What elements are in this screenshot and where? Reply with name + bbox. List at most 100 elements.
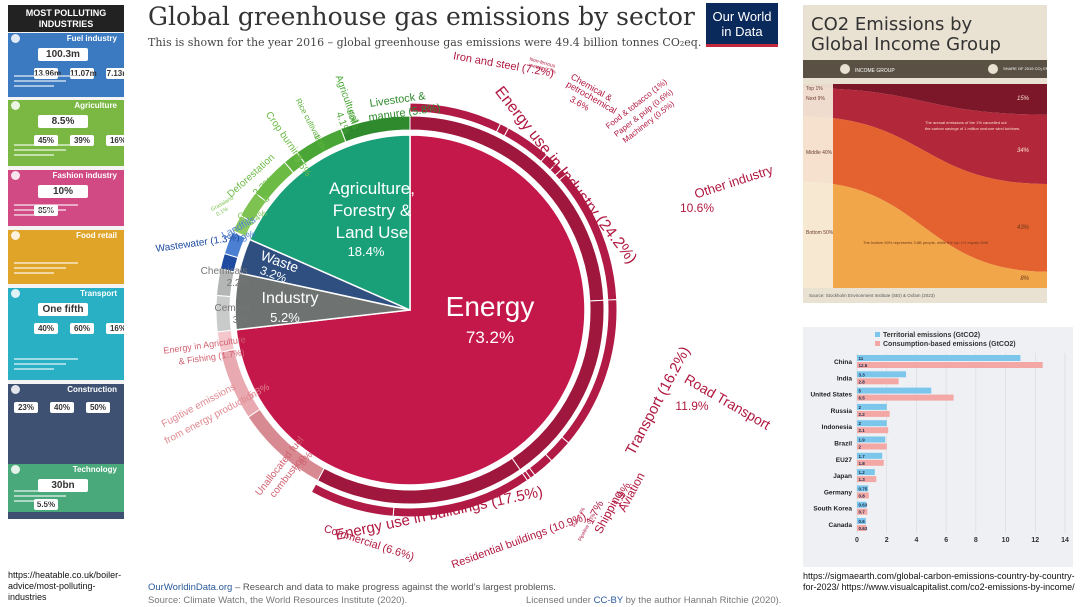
cc-by-link[interactable]: CC-BY [593, 595, 623, 606]
bar-consumption-eu27 [857, 459, 884, 466]
bar-value-label: 2.2 [859, 412, 866, 417]
income-band-middle-40 [803, 116, 1047, 272]
income-group-name: Top 1% [806, 86, 823, 92]
infographic-section-technology: Technology 30bn 5.5% [8, 464, 124, 512]
infographic-section-agriculture: Agriculture 8.5% 45% 39% 16% [8, 100, 124, 166]
text-line-placeholder [14, 363, 66, 365]
section-stat: 5.5% [34, 499, 58, 510]
income-share-value: 34% [1017, 148, 1030, 154]
bar-consumption-canada [857, 525, 867, 531]
bar-territorial-eu27 [857, 452, 883, 459]
footer-description: OurWorldinData.org – Research and data t… [148, 582, 556, 593]
section-stat: 50% [86, 402, 110, 413]
category-label-india: India [837, 375, 853, 382]
label-residential: Residential buildings (10.9%) [450, 511, 588, 571]
bar-consumption-russia [857, 410, 890, 417]
footer-license: Licensed under CC-BY by the author Hanna… [526, 595, 781, 606]
section-icon [11, 289, 20, 298]
bar-value-label: 0.75 [859, 486, 868, 491]
income-header-bar [803, 60, 1047, 78]
section-icon [11, 385, 20, 394]
section-icon [11, 465, 20, 474]
income-title-line1: CO2 Emissions by [811, 14, 973, 35]
section-icon [11, 171, 20, 180]
category-label-germany: Germany [824, 489, 853, 496]
infographic-section-food-retail: Food retail [8, 230, 124, 284]
left-source-link[interactable]: https://heatable.co.uk/boiler-advice/mos… [8, 570, 122, 602]
footer-desc: – Research and data to make progress aga… [232, 582, 556, 593]
chart-subtitle: This is shown for the year 2016 – global… [148, 36, 702, 49]
bar-value-label: 0.7 [859, 510, 866, 515]
income-band-next-9 [803, 88, 1047, 184]
chart-title: Global greenhouse gas emissions by secto… [148, 2, 695, 31]
bar-value-label: 2.8 [859, 379, 866, 384]
section-stat: 30bn [38, 479, 88, 492]
footer-site-link[interactable]: OurWorldinData.org [148, 582, 233, 593]
x-tick-label: 0 [855, 537, 859, 544]
section-icon [11, 34, 20, 43]
section-stat: 23% [14, 402, 38, 413]
label-cement-value: 3% [233, 315, 248, 326]
bar-value-label: 12.5 [859, 363, 868, 368]
owid-logo: Our World in Data [706, 3, 778, 47]
bar-territorial-india [857, 371, 907, 378]
bar-consumption-india [857, 378, 899, 385]
x-tick-label: 8 [974, 537, 978, 544]
text-line-placeholder [14, 80, 66, 82]
income-group-name: Next 9% [806, 96, 825, 102]
label-chemicals-value: 2.2% [227, 278, 250, 289]
infographic-title: MOST POLLUTING INDUSTRIES [8, 5, 124, 32]
bar-consumption-south-korea [857, 508, 868, 515]
income-note-top: The annual emissions of the 1% cancelled… [925, 120, 1007, 125]
bar-value-label: 0.63 [859, 503, 868, 508]
section-stat: 7.13m [106, 68, 124, 79]
bar-value-label: 1.7 [859, 454, 866, 459]
inner-label-agri-2: Forestry & [333, 201, 412, 220]
bar-value-label: 1.9 [859, 438, 866, 443]
income-header-right: SHARE OF 2019 CO₂ EMISSIONS [1003, 66, 1047, 71]
section-stat: 100.3m [38, 48, 88, 61]
section-stat: One fifth [38, 303, 88, 316]
bar-territorial-brazil [857, 436, 886, 443]
income-band-bottom-50 [803, 181, 1047, 288]
section-heading: Food retail [76, 231, 117, 240]
x-tick-label: 12 [1031, 537, 1039, 544]
section-icon [11, 231, 20, 240]
label-cement: Cement [214, 303, 249, 314]
category-label-brazil: Brazil [834, 441, 852, 448]
income-note-top-2: the carbon savings of 1 million onshore … [925, 126, 1020, 131]
bar-value-label: 5 [859, 389, 862, 394]
x-tick-label: 10 [1002, 537, 1010, 544]
income-share-value: 8% [1020, 276, 1029, 282]
right-source-links[interactable]: https://sigmaearth.com/global-carbon-emi… [803, 571, 1075, 592]
income-group-name: Middle 40% [806, 150, 833, 156]
bar-value-label: 11 [859, 356, 864, 361]
infographic-section-fuel-industry: Fuel industry 100.3m 13.96m 11.07m 7.13m [8, 33, 124, 97]
bar-value-label: 1.8 [859, 461, 866, 466]
label-other-industry: Other industry [692, 162, 775, 202]
bar-value-label: 2 [859, 421, 862, 426]
polluting-industries-infographic: MOST POLLUTING INDUSTRIES Fuel industry 1… [8, 5, 124, 519]
inner-label-agri-1: Agriculture, [329, 179, 415, 198]
text-line-placeholder [14, 272, 54, 274]
label-chemicals: Chemicals [201, 266, 248, 277]
income-footer-bar [803, 303, 1047, 317]
legend-label: Consumption-based emissions (GtCO2) [883, 341, 1016, 348]
text-line-placeholder [14, 209, 66, 211]
bar-value-label: 2 [859, 405, 862, 410]
bar-consumption-japan [857, 476, 877, 483]
section-stat: 40% [34, 323, 58, 334]
text-line-placeholder [14, 495, 66, 497]
text-line-placeholder [14, 500, 54, 502]
inner-label-agri-3: Land Use [336, 223, 409, 242]
sector-sunburst-chart: Energy73.2%Industry5.2%Waste3.2%Agricult… [155, 50, 775, 571]
bar-value-label: 1.3 [859, 477, 866, 482]
income-label-column [803, 84, 833, 288]
income-source: Source: Stockholm Environment Institute … [809, 293, 935, 298]
inner-slice-agriculture-forestry-land-use [248, 134, 411, 312]
category-label-eu27: EU27 [836, 457, 853, 464]
footer-source: Source: Climate Watch, the World Resourc… [148, 595, 408, 606]
bar-value-label: 0.63 [859, 526, 868, 531]
section-stat: 60% [70, 323, 94, 334]
